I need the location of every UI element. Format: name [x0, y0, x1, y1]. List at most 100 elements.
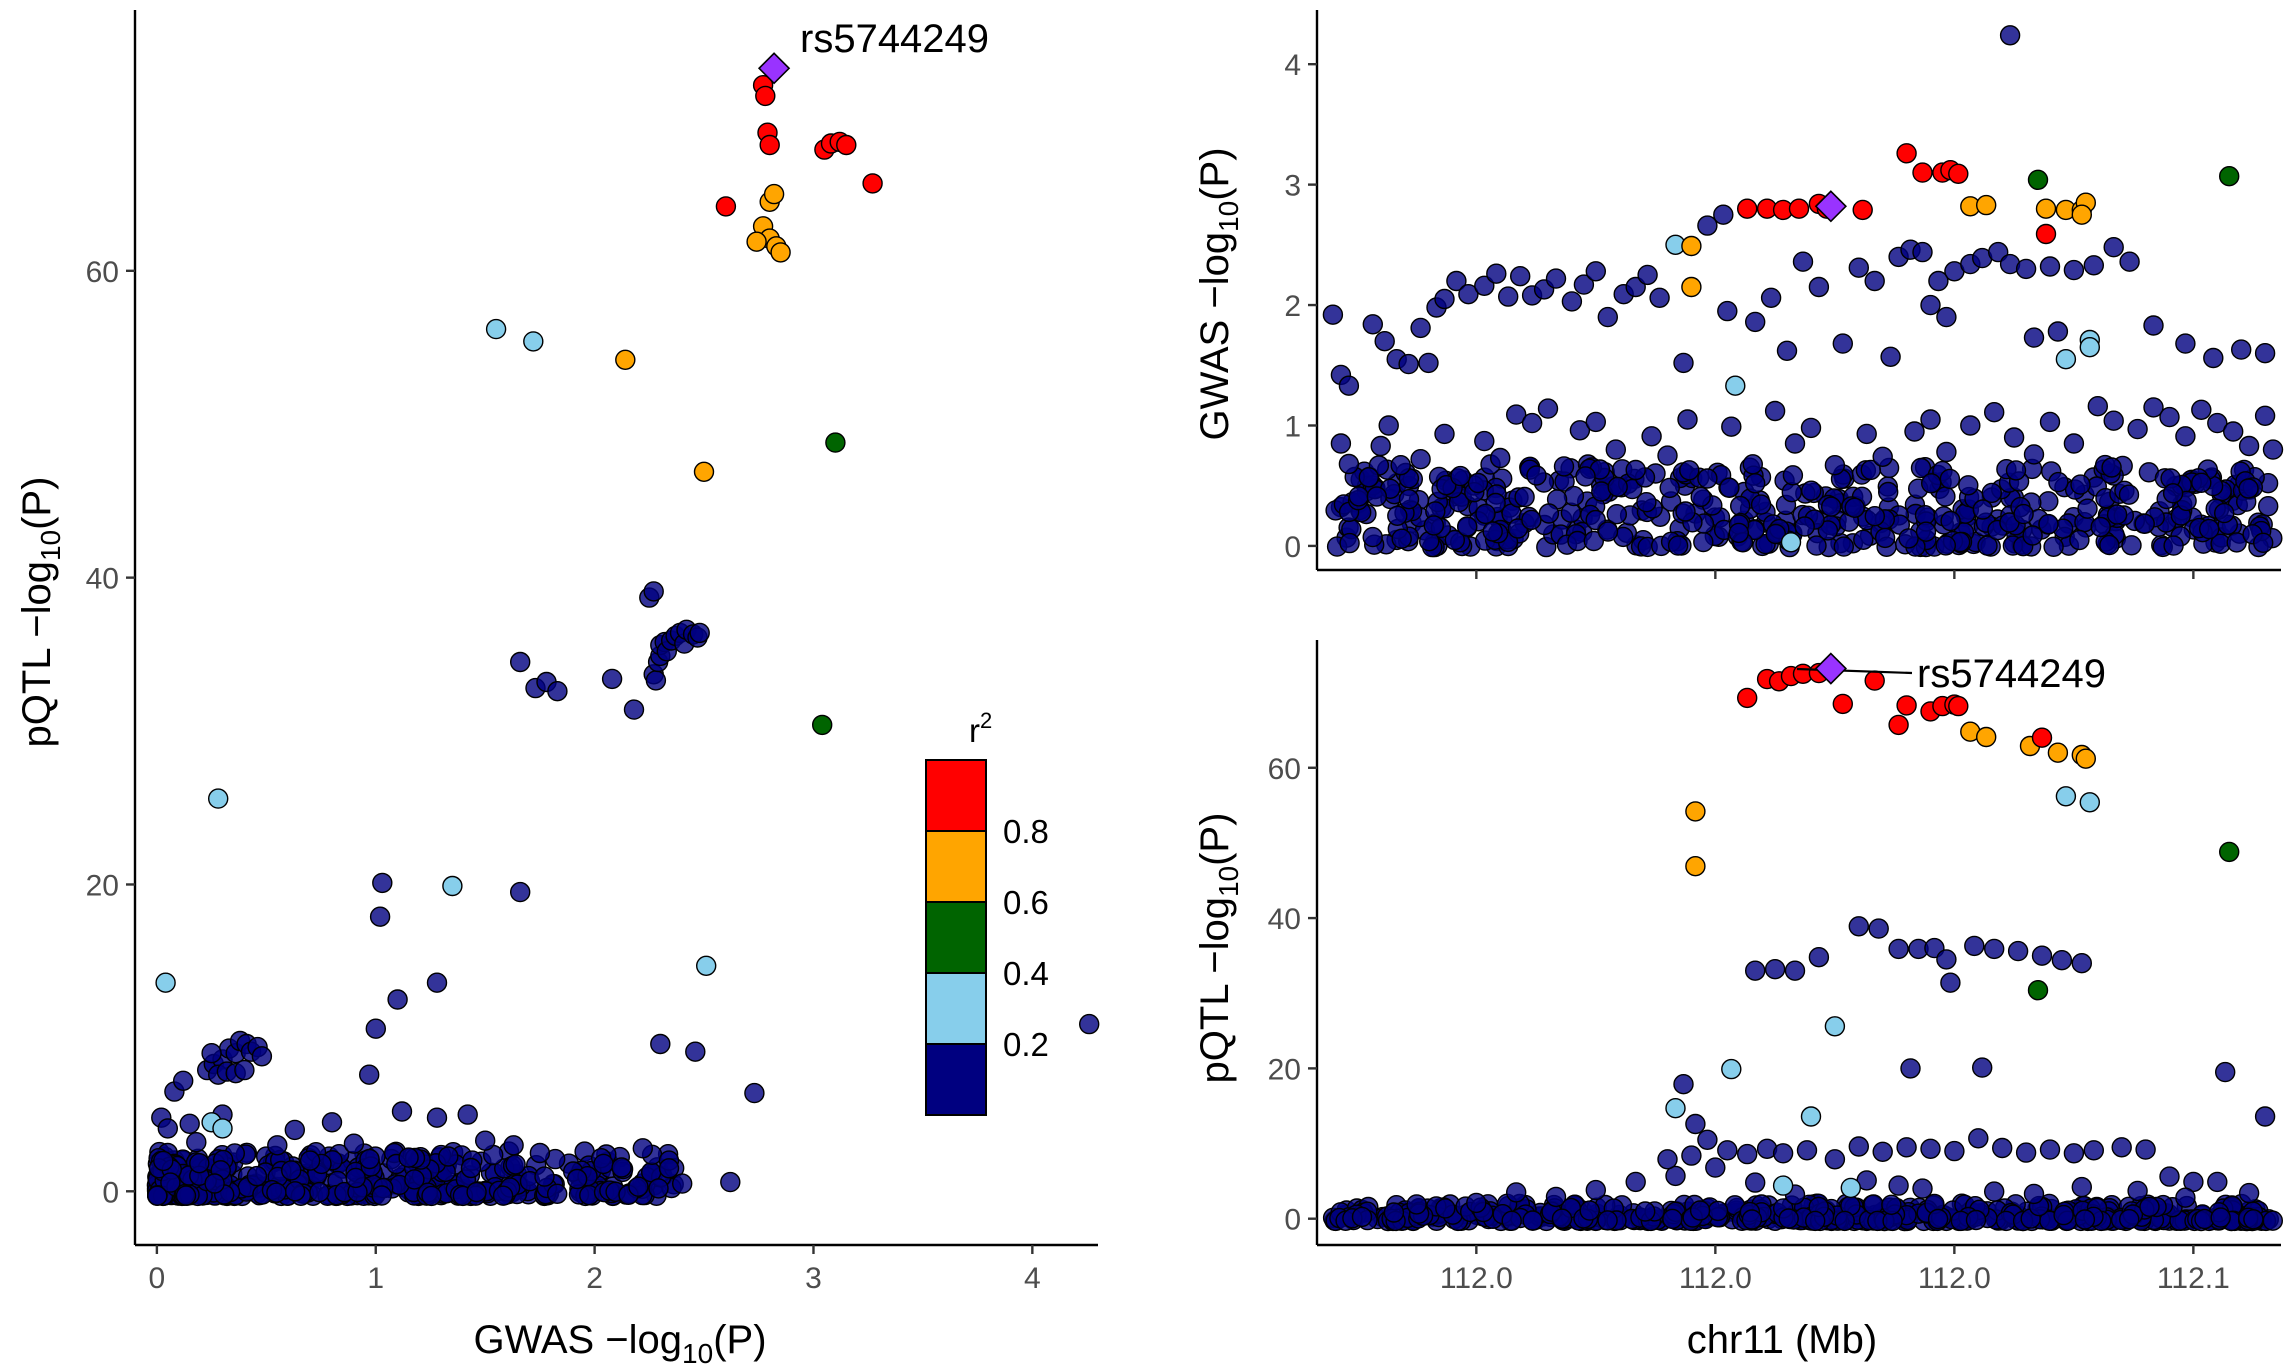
top-right-data-point	[1896, 143, 1917, 164]
bottom-right-data-point	[1896, 1137, 1917, 1158]
top-right-data-point	[1410, 317, 1431, 339]
bottom-right-data-point	[2214, 1061, 2236, 1083]
bottom-right-data-point	[1900, 1058, 1921, 1079]
top-right-background-point	[1597, 521, 1619, 542]
top-right-background-point	[2163, 535, 2184, 556]
left-background-point	[160, 1172, 181, 1193]
left-data-point	[267, 1135, 288, 1156]
bottom-right-data-point	[2015, 1142, 2037, 1163]
bottom-right-background-point	[2210, 1207, 2231, 1228]
top-right-data-point	[1744, 473, 1766, 494]
top-right-background-point	[2106, 504, 2128, 525]
bottom-right-background-point	[1435, 1198, 1456, 1219]
bottom-right-data-point	[2111, 1137, 2132, 1158]
top-right-data-point	[2175, 333, 2196, 354]
left-data-point	[157, 1118, 179, 1139]
top-right-data-point	[2262, 439, 2284, 460]
left-data-point	[179, 1113, 200, 1135]
top-right-data-point	[1537, 398, 1559, 419]
top-right-data-point	[1374, 331, 1395, 352]
legend-label-0.4: 0.4	[1003, 955, 1049, 992]
bottom-right-data-point	[2079, 792, 2101, 813]
bottom-right-background-point	[1881, 1194, 1902, 1216]
bottom-right-data-point	[2039, 1139, 2061, 1160]
left-background-point	[534, 1166, 555, 1187]
left-background-point	[266, 1182, 287, 1203]
top-right-data-point	[2203, 347, 2224, 369]
top-right-data-point	[1358, 467, 1380, 488]
left-panel: 0 20 40 60 0 1 2 3 4	[86, 10, 1100, 1295]
bottom-right-data-point	[1991, 1137, 2013, 1159]
top-right-data-point	[1637, 264, 1658, 286]
top-right-background-point	[2070, 474, 2091, 495]
left-background-point	[153, 1150, 174, 1172]
left-data-point	[372, 872, 393, 894]
left-data-point	[186, 1131, 207, 1153]
top-right-background-point	[2022, 525, 2043, 546]
top-right-data-point	[1948, 163, 1969, 185]
left-lead-layer	[757, 52, 791, 85]
bottom-right-data-point	[2051, 950, 2073, 971]
top-right-data-point	[1322, 304, 1344, 325]
top-right-background-point	[1475, 503, 1496, 525]
bottom-right-x-tick-label: 112.0	[1679, 1262, 1752, 1295]
top-right-background-point	[1800, 480, 1822, 501]
bottom-right-background-points	[1322, 1193, 2284, 1232]
bottom-right-data-point	[1772, 1143, 1794, 1164]
left-series	[151, 74, 1100, 1197]
bottom-right-background-point	[2243, 1209, 2264, 1230]
left-data-point	[155, 972, 176, 993]
bottom-right-data-point	[2254, 1106, 2276, 1127]
bottom-right-data-point	[2218, 841, 2240, 863]
bottom-right-background-point	[1383, 1202, 1405, 1223]
top-right-background-point	[1728, 522, 1750, 544]
left-background-point	[438, 1146, 459, 1167]
top-right-data-point	[2079, 337, 2101, 358]
top-right-data-point	[1725, 375, 1746, 396]
top-right-data-point	[1912, 241, 1933, 263]
bottom-right-background-point	[1634, 1201, 1656, 1222]
top-right-data-point	[1983, 402, 2005, 423]
top-right-data-point	[2003, 427, 2025, 448]
left-data-point	[715, 196, 737, 217]
top-right-data-point	[2238, 435, 2260, 457]
bottom-right-background-point	[1351, 1206, 1373, 1228]
left-data-point	[284, 1119, 305, 1141]
top-right-data-point	[2035, 198, 2057, 219]
top-right-data-point	[1521, 412, 1543, 434]
left-x-tick-label: 1	[367, 1262, 384, 1295]
bottom-right-data-point	[1764, 959, 1786, 980]
top-right-background-point	[1935, 535, 1957, 556]
bottom-right-data-point	[1983, 1181, 2005, 1202]
left-data-point	[369, 906, 391, 927]
top-right-background-point	[1362, 526, 1383, 548]
top-right-data-point	[1398, 353, 1419, 375]
top-right-data-point	[1561, 291, 1583, 312]
top-right-background-point	[1833, 536, 1855, 557]
top-right-data-point	[1808, 276, 1830, 298]
top-right-background-point	[1972, 499, 1994, 520]
top-right-background-point	[1348, 486, 1370, 507]
bottom-right-data-point	[1736, 687, 1758, 709]
left-background-point	[175, 1185, 197, 1206]
left-data-point	[398, 1147, 419, 1168]
top-right-data-point	[1338, 453, 1360, 475]
top-right-background-point	[2038, 513, 2059, 535]
bottom-right-data-point	[1971, 1057, 1993, 1078]
left-data-point	[475, 1130, 496, 1151]
bottom-right-x-tick-label: 112.0	[1440, 1262, 1513, 1295]
top-right-data-point	[1446, 270, 1467, 292]
left-data-point	[172, 1070, 194, 1092]
top-right-background-point	[1719, 477, 1740, 498]
top-right-data-point	[1721, 416, 1742, 437]
left-lead-snp-marker	[757, 52, 791, 85]
bottom-right-series	[1406, 662, 2276, 1215]
top-right-background-point	[1742, 454, 1764, 475]
left-data-point	[650, 1033, 671, 1055]
bottom-right-lead-layer	[1814, 652, 1847, 685]
bottom-right-data-point	[2083, 1140, 2105, 1161]
top-right-background-point	[2162, 483, 2184, 504]
top-right-data-point	[1872, 446, 1893, 467]
bottom-right-data-point	[2127, 1180, 2148, 1202]
bottom-right-data-point	[1681, 1145, 1702, 1166]
